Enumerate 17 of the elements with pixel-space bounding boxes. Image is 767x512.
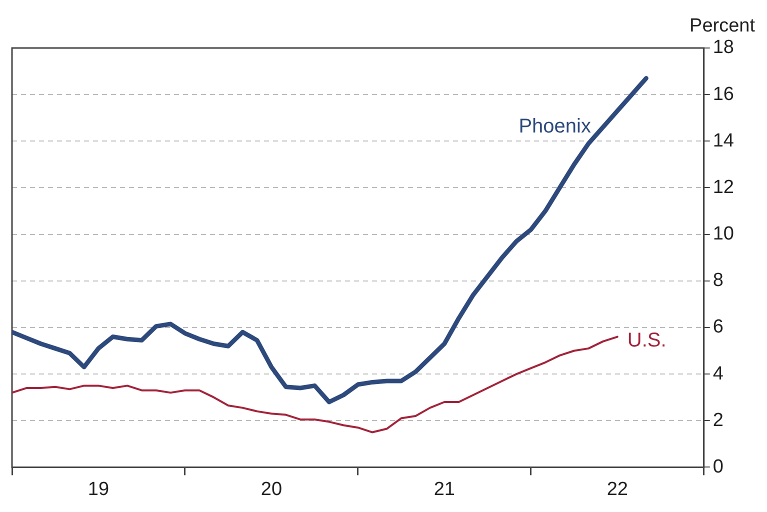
y-axis-title: Percent: [690, 16, 756, 37]
y-tick-label: 16: [712, 84, 734, 105]
series-label: U.S.: [627, 329, 666, 352]
y-tick-label: 14: [712, 130, 734, 152]
x-tick-label: 20: [260, 478, 282, 500]
y-tick-label: 10: [712, 224, 734, 245]
x-tick-label: 21: [434, 478, 455, 500]
y-tick-label: 12: [712, 176, 734, 198]
series-label: Phoenix: [518, 116, 591, 138]
y-tick-label: 6: [712, 316, 724, 338]
x-tick-label: 22: [606, 478, 628, 500]
y-tick-label: 0: [712, 456, 724, 478]
y-tick-label: 4: [712, 363, 724, 384]
y-tick-label: 2: [712, 410, 724, 431]
x-tick-label: 19: [88, 478, 110, 500]
y-tick-label: 18: [712, 37, 734, 58]
y-tick-label: 8: [712, 270, 724, 292]
